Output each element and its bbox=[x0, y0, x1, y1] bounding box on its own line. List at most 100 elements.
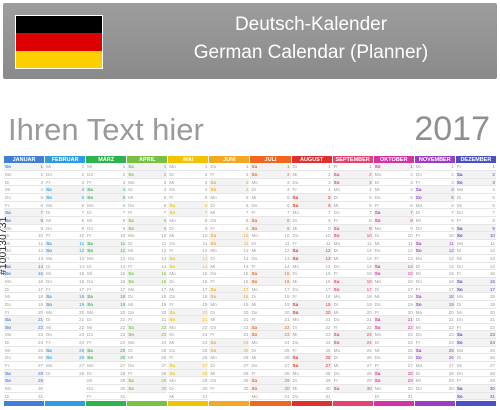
weekday-label: Di bbox=[169, 225, 174, 231]
day-cell: Di 24 bbox=[4, 339, 45, 347]
day-cell: Di 22 bbox=[291, 323, 332, 332]
day-cell bbox=[332, 392, 373, 401]
day-cell: So 31 bbox=[455, 392, 496, 401]
weekday-label: Mi bbox=[456, 256, 462, 262]
day-cell: Mi 22 bbox=[414, 323, 455, 332]
weekday-label: Mi bbox=[251, 194, 257, 200]
weekday-label: Fr bbox=[5, 202, 10, 208]
day-number: 2 bbox=[163, 172, 167, 178]
day-number: 4 bbox=[328, 187, 331, 193]
day-cell: Mo 10 bbox=[250, 232, 291, 240]
weekday-label: Sa bbox=[169, 202, 175, 208]
day-cell: Mi 10 bbox=[168, 232, 209, 240]
day-number: 21 bbox=[448, 317, 454, 323]
day-cell: Di 14 bbox=[86, 262, 127, 271]
weekday-label: Di bbox=[374, 340, 380, 346]
year-label: 2017 bbox=[414, 110, 490, 148]
day-cell: Mo 13 bbox=[414, 255, 455, 263]
day-cell: Mi 3 bbox=[168, 178, 209, 187]
weekday-label: So bbox=[251, 279, 258, 284]
day-cell: Fr 28 bbox=[250, 369, 291, 378]
day-number: 28 bbox=[120, 370, 126, 376]
weekday-label: So bbox=[292, 363, 299, 369]
day-number: 2 bbox=[245, 172, 249, 178]
day-number: 1 bbox=[204, 164, 208, 170]
weekday-label: Fr bbox=[374, 309, 380, 315]
day-number: 26 bbox=[284, 355, 290, 361]
day-cell: Fr 23 bbox=[209, 331, 250, 340]
day-cell: Fr 3 bbox=[414, 178, 455, 187]
weekday-label: Di bbox=[251, 240, 256, 246]
day-cell: Mi 8 bbox=[86, 216, 127, 225]
weekday-label: Do bbox=[5, 355, 11, 361]
day-number: 4 bbox=[163, 187, 167, 193]
day-number: 20 bbox=[325, 309, 331, 315]
day-number: 5 bbox=[204, 194, 208, 200]
day-cell: Fr 15 bbox=[455, 270, 496, 278]
day-cell: Sa 6 bbox=[168, 201, 209, 210]
day-number: 19 bbox=[448, 301, 454, 307]
day-number: 18 bbox=[243, 294, 249, 300]
day-cell: So 12 bbox=[86, 247, 127, 256]
day-number: 28 bbox=[37, 370, 44, 376]
day-number: 26 bbox=[366, 355, 372, 361]
day-number: 25 bbox=[202, 347, 208, 353]
day-number: 29 bbox=[120, 378, 126, 384]
day-cell: Sa 30 bbox=[455, 384, 496, 393]
day-number: 24 bbox=[489, 340, 495, 346]
day-cell: Sa 21 bbox=[4, 316, 45, 324]
day-cell: Di 28 bbox=[86, 369, 127, 378]
day-number: 2 bbox=[40, 172, 44, 178]
month-column: MÄRZ Mi 1 Do 2 Fr 3 Sa 4 So 5 Mo 6 Di 7 Mi 8 Do 9 Fr 10 Sa 11 S… bbox=[86, 156, 127, 406]
day-number: 8 bbox=[286, 217, 290, 223]
weekday-label: Do bbox=[87, 279, 94, 284]
day-number: 8 bbox=[492, 217, 495, 223]
day-cell: Mo 7 bbox=[291, 209, 332, 217]
day-cell: Fr 31 bbox=[86, 392, 127, 401]
day-number: 28 bbox=[366, 370, 372, 376]
day-cell: Di 5 bbox=[455, 193, 496, 202]
day-number: 18 bbox=[161, 294, 167, 300]
day-cell: Di 1 bbox=[291, 163, 332, 172]
weekday-label: Di bbox=[46, 370, 51, 376]
day-number: 13 bbox=[489, 256, 495, 262]
day-number: 1 bbox=[286, 164, 290, 170]
day-cell: Mo 12 bbox=[209, 247, 250, 256]
weekday-label: Mi bbox=[415, 324, 421, 330]
day-number: 14 bbox=[161, 263, 167, 269]
month-header: NOVEMBER bbox=[414, 156, 455, 164]
day-number: 14 bbox=[366, 263, 372, 269]
weekday-label: Sa bbox=[46, 240, 52, 246]
weekday-label: Sa bbox=[87, 240, 93, 246]
day-cell: Fr 21 bbox=[127, 316, 168, 324]
day-number: 15 bbox=[407, 271, 413, 277]
weekday-label: So bbox=[169, 210, 176, 216]
month-header: JANUAR bbox=[4, 156, 45, 164]
day-number: 21 bbox=[284, 317, 290, 323]
weekday-label: Mo bbox=[46, 363, 53, 369]
day-cell: Fr 17 bbox=[45, 285, 86, 294]
day-number: 7 bbox=[204, 210, 208, 216]
day-cell: Mi 25 bbox=[4, 346, 45, 355]
day-number: 31 bbox=[407, 393, 413, 399]
day-cell: Mo 11 bbox=[455, 239, 496, 248]
day-number: 25 bbox=[161, 347, 167, 353]
day-cell: Mo 21 bbox=[291, 316, 332, 324]
day-number: 12 bbox=[489, 248, 495, 254]
weekday-label: Do bbox=[415, 225, 422, 231]
weekday-label: Mo bbox=[251, 233, 258, 239]
day-cell: So 22 bbox=[373, 323, 414, 332]
day-number: 3 bbox=[286, 179, 290, 185]
day-number: 28 bbox=[284, 370, 290, 376]
day-number: 4 bbox=[204, 187, 208, 193]
day-cell bbox=[45, 392, 86, 401]
day-cell: So 9 bbox=[127, 224, 168, 233]
day-cell: Di 16 bbox=[168, 278, 209, 286]
weekday-label: Di bbox=[169, 385, 174, 391]
day-number: 31 bbox=[202, 393, 208, 399]
weekday-label: Do bbox=[292, 393, 299, 399]
day-number: 17 bbox=[284, 286, 290, 292]
day-number: 13 bbox=[284, 256, 290, 262]
weekday-label: Di bbox=[333, 194, 338, 200]
day-number: 5 bbox=[410, 194, 413, 200]
